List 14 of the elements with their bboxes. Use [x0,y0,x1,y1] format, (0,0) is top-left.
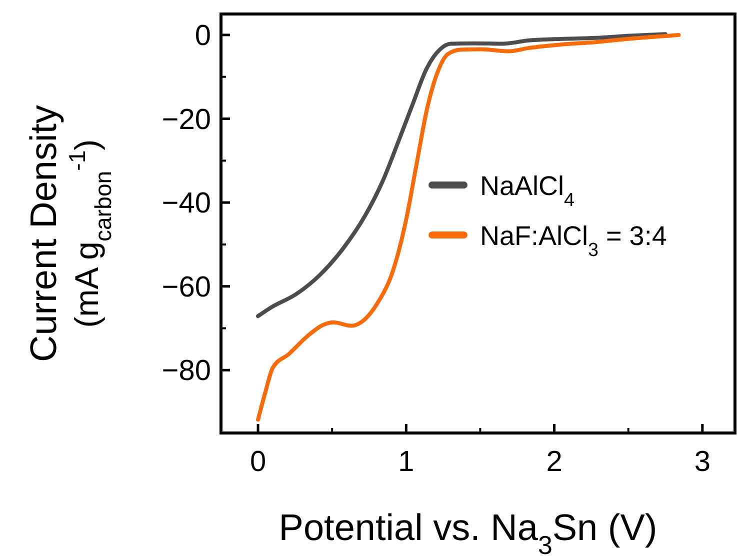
x-tick-label: 1 [398,446,414,478]
line-series [256,32,668,318]
y-tick-label: −60 [162,271,211,304]
y-tick-label: 0 [194,20,211,52]
x-tick-label: 3 [694,446,710,478]
legend-label: NaF:AlCl$_{3}$ = 3:4 [480,221,667,260]
y-tick-label: −40 [162,188,211,220]
x-axis-title: Potential vs. Na$_{3}$Sn (V) [278,507,658,559]
y-tick-label: −20 [162,104,211,136]
x-tick-label: 0 [250,446,266,478]
x-tick-label: 2 [546,446,562,478]
legend-label: NaAlCl$_{4}$ [480,171,575,210]
y-tick-label: −80 [162,355,211,388]
line-series [256,32,681,422]
